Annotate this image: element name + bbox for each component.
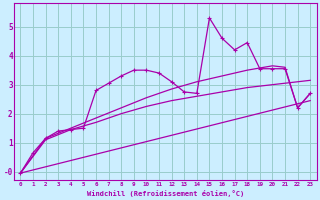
- X-axis label: Windchill (Refroidissement éolien,°C): Windchill (Refroidissement éolien,°C): [87, 190, 244, 197]
